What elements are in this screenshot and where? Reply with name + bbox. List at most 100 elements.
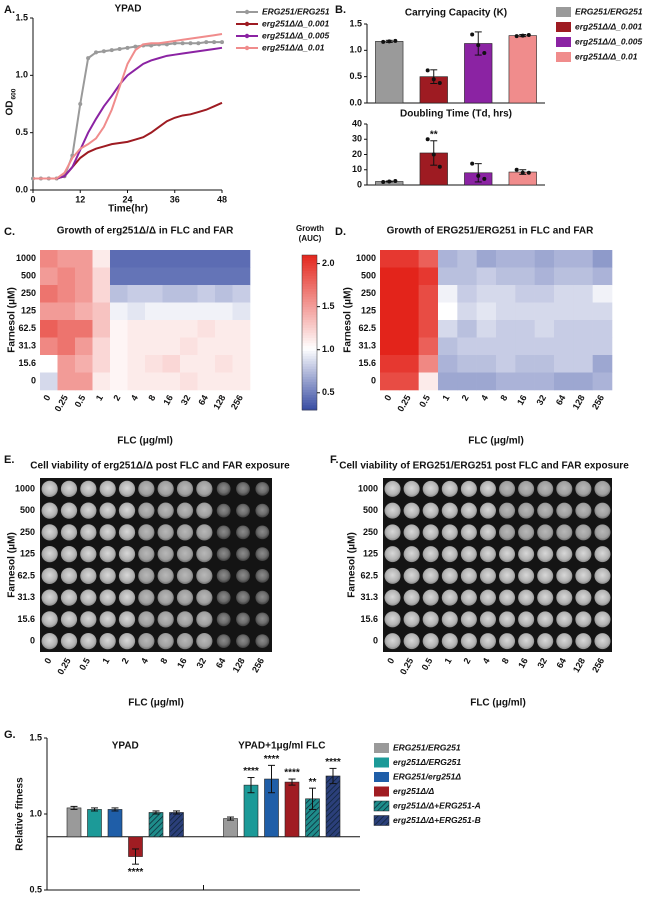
colony-spot: [537, 611, 554, 628]
heatmap-cell: [145, 250, 163, 268]
colony-spot: [176, 589, 194, 606]
colony-spot: [138, 546, 155, 563]
colony-spot: [60, 567, 78, 584]
heatmap-cell: [399, 250, 419, 268]
heatmap-cell: [127, 337, 146, 356]
heatmap-cell: [75, 267, 93, 286]
colony-spot: [255, 503, 270, 518]
significance-label: **: [430, 129, 438, 140]
heatmap-cell: [40, 372, 58, 391]
data-point: [514, 167, 519, 172]
plate-photo: [383, 478, 612, 652]
heatmap-cell: [75, 372, 93, 391]
x-tick-label: 4: [139, 656, 150, 665]
heatmap-cell: [496, 302, 516, 321]
x-tick-label: 12: [75, 194, 85, 204]
colony-spot: [518, 524, 535, 541]
colony-spot: [441, 567, 458, 584]
colony-spot: [60, 633, 78, 650]
colony-spot: [255, 568, 270, 583]
y-tick-label: 31.3: [17, 592, 35, 602]
heatmap-cell: [127, 372, 146, 391]
heatmap-cell: [573, 267, 593, 286]
colony-spot: [118, 524, 136, 541]
heatmap-cell: [399, 302, 419, 321]
error-bar: [247, 777, 255, 794]
bar: [148, 812, 164, 838]
heatmap-cell: [75, 285, 93, 303]
colony-spot: [236, 547, 250, 562]
x-tick-label: 16: [515, 393, 529, 407]
y-tick-label: 10: [352, 164, 362, 174]
heatmap-cell: [180, 372, 198, 391]
colony-spot: [441, 546, 458, 563]
panel-label: F.: [330, 454, 339, 466]
colony-spot: [41, 567, 58, 584]
x-tick-label: 32: [535, 656, 549, 670]
colony-spot: [80, 611, 97, 628]
colony-spot: [537, 567, 554, 584]
colorbar-step: [302, 301, 317, 305]
heatmap-cell: [180, 337, 198, 356]
legend-label: erg251Δ/Δ_0.001: [262, 18, 329, 28]
x-tick-label: 128: [571, 656, 587, 674]
colony-spot: [499, 480, 516, 497]
heatmap-cell: [476, 337, 497, 356]
heatmap-cell: [399, 267, 419, 286]
x-tick-label: 64: [214, 656, 228, 670]
colorbar-step: [302, 260, 317, 264]
heatmap-cell: [92, 337, 111, 356]
legend-marker: [244, 21, 250, 27]
colorbar-step: [302, 314, 317, 318]
legend-swatch: [374, 786, 389, 797]
colony-spot: [255, 634, 270, 649]
heatmap-cell: [57, 250, 76, 268]
heatmap-cell: [515, 320, 535, 338]
y-axis-label-subscript: 600: [11, 88, 18, 99]
colony-spot: [384, 524, 401, 541]
heatmap-cell: [110, 320, 128, 338]
x-tick-label: 16: [175, 656, 189, 670]
y-tick-label: 62.5: [18, 323, 36, 333]
colony-spot: [157, 633, 174, 650]
significance-label: ****: [325, 757, 341, 768]
x-tick-label: 32: [179, 393, 193, 407]
colorbar-step: [302, 366, 317, 370]
colony-spot: [118, 567, 136, 584]
heatmap-cell: [438, 337, 458, 356]
colony-spot: [384, 480, 401, 497]
heatmap-cell: [457, 250, 477, 268]
legend-label: erg251Δ/Δ: [393, 786, 434, 796]
y-tick-label: 15.6: [17, 614, 35, 624]
colony-spot: [60, 589, 78, 606]
series-marker: [212, 40, 217, 45]
colony-spot: [157, 546, 174, 563]
heatmap-cell: [554, 250, 574, 268]
heatmap-cell: [592, 285, 613, 303]
colony-spot: [176, 633, 194, 650]
colony-spot: [537, 524, 554, 541]
y-tick-label: 125: [21, 306, 36, 316]
heatmap-cell: [127, 250, 146, 268]
heatmap-cell: [380, 267, 400, 286]
colorbar-step: [302, 267, 317, 271]
colony-spot: [499, 611, 516, 628]
x-tick-label: 2: [460, 393, 471, 402]
heatmap-cell: [534, 355, 555, 373]
y-tick-label: 1000: [358, 483, 378, 493]
heatmap-cell: [232, 285, 251, 303]
heatmap-cell: [515, 267, 535, 286]
error-bar: [91, 807, 98, 812]
colony-spot: [99, 502, 116, 519]
colony-spot: [499, 524, 516, 541]
colony-spot: [255, 525, 270, 540]
heatmap-cell: [75, 355, 93, 373]
legend-marker: [244, 45, 250, 51]
colorbar-step: [302, 384, 317, 388]
colony-spot: [138, 502, 155, 519]
heatmap-cell: [573, 372, 593, 391]
bar: [66, 807, 82, 838]
data-point: [476, 173, 481, 178]
colony-spot: [594, 589, 611, 606]
colony-spot: [157, 480, 174, 497]
